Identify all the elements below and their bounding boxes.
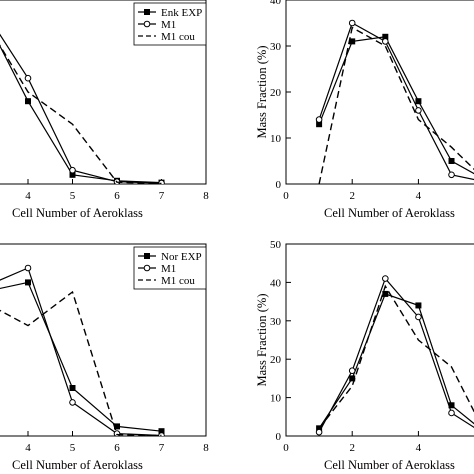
data-point-square	[349, 38, 356, 45]
data-point-square	[114, 423, 120, 430]
y-tick-label: 10	[270, 393, 282, 405]
data-point-square	[158, 428, 165, 435]
data-point-square	[25, 98, 31, 105]
y-tick-label: 10	[270, 133, 282, 145]
data-point-circle	[24, 264, 32, 272]
data-point-circle	[415, 107, 422, 114]
x-tick-label: 7	[159, 442, 165, 454]
series-line-2	[318, 22, 474, 181]
y-tick-label: 20	[270, 354, 282, 366]
data-point-circle	[69, 166, 76, 174]
x-axis-label: Cell Number of Aeroklass	[324, 458, 455, 472]
data-point-circle	[348, 19, 356, 27]
x-tick-label: 6	[114, 190, 120, 202]
data-point-square	[382, 290, 389, 297]
data-point-square	[349, 375, 356, 382]
x-tick-label: 4	[25, 190, 31, 202]
y-tick-label: 0	[276, 179, 282, 191]
x-tick-label: 7	[159, 190, 165, 202]
data-point-circle	[24, 74, 32, 82]
legend-label: M1	[161, 263, 176, 275]
data-point-circle	[158, 432, 165, 436]
data-point-circle	[69, 399, 76, 406]
legend-label: Enk EXP	[161, 7, 202, 19]
data-point-circle	[382, 275, 389, 282]
x-tick-label: 4	[416, 190, 422, 202]
data-point-square	[25, 279, 31, 286]
data-point-square	[448, 158, 455, 164]
data-point-circle	[348, 367, 356, 375]
x-axis-label: Cell Number of Aeroklass	[12, 206, 143, 220]
y-tick-label: 50	[270, 239, 282, 251]
y-tick-label: 30	[270, 316, 282, 328]
series-group	[0, 264, 165, 436]
data-point-circle	[382, 38, 389, 45]
series-line-2	[0, 267, 162, 436]
y-tick-label: 30	[270, 41, 282, 53]
x-tick-label: 2	[349, 442, 355, 454]
data-point-square	[415, 98, 422, 105]
data-point-circle	[113, 430, 121, 436]
legend-marker-square	[144, 9, 150, 15]
data-point-circle	[315, 116, 323, 123]
x-axis-label: Cell Number of Aeroklass	[12, 458, 143, 472]
y-axis-label: Mass Fraction (%)	[255, 293, 269, 386]
data-point-square	[69, 171, 76, 178]
data-point-circle	[448, 171, 455, 179]
y-axis-label: Mass Fraction (%)	[255, 45, 269, 138]
data-point-square	[69, 385, 76, 391]
data-point-square	[448, 402, 455, 409]
series-line-3	[318, 26, 474, 184]
series-line-1	[318, 293, 474, 429]
x-tick-label: 5	[70, 190, 76, 202]
series-group	[315, 19, 474, 184]
x-tick-label: 0	[283, 190, 289, 202]
y-tick-label: 20	[270, 87, 282, 99]
data-point-circle	[415, 313, 422, 321]
data-point-circle	[315, 428, 323, 436]
legend-marker-square	[144, 253, 150, 259]
y-tick-label: 40	[270, 0, 282, 7]
x-tick-label: 5	[70, 442, 76, 454]
plot-frame	[285, 0, 474, 185]
series-group	[0, 33, 165, 184]
data-point-square	[316, 425, 323, 432]
legend-marker-circle	[143, 20, 151, 28]
x-tick-label: 0	[283, 442, 289, 454]
series-group	[315, 275, 474, 436]
plot-frame	[285, 243, 474, 437]
x-tick-label: 8	[203, 442, 209, 454]
series-line-2	[318, 277, 474, 433]
y-tick-label: 0	[276, 431, 282, 443]
legend-label: M1 cou	[161, 31, 195, 43]
series-line-3	[0, 44, 162, 184]
series-line-3	[0, 290, 162, 436]
x-tick-label: 6	[114, 442, 120, 454]
x-tick-label: 2	[349, 190, 355, 202]
legend-marker-circle	[143, 264, 151, 272]
x-tick-label: 8	[203, 190, 209, 202]
data-point-square	[415, 302, 422, 309]
data-point-circle	[448, 409, 455, 417]
x-axis-label: Cell Number of Aeroklass	[324, 206, 455, 220]
series-line-3	[318, 284, 474, 429]
x-tick-label: 4	[416, 442, 422, 454]
data-point-square	[316, 121, 323, 128]
y-tick-label: 40	[270, 277, 282, 289]
legend-label: M1	[161, 19, 176, 31]
legend-label: Nor EXP	[161, 251, 202, 263]
legend-label: M1 cou	[161, 275, 195, 287]
x-tick-label: 4	[25, 442, 31, 454]
series-line-1	[318, 36, 474, 175]
data-point-square	[382, 33, 389, 40]
